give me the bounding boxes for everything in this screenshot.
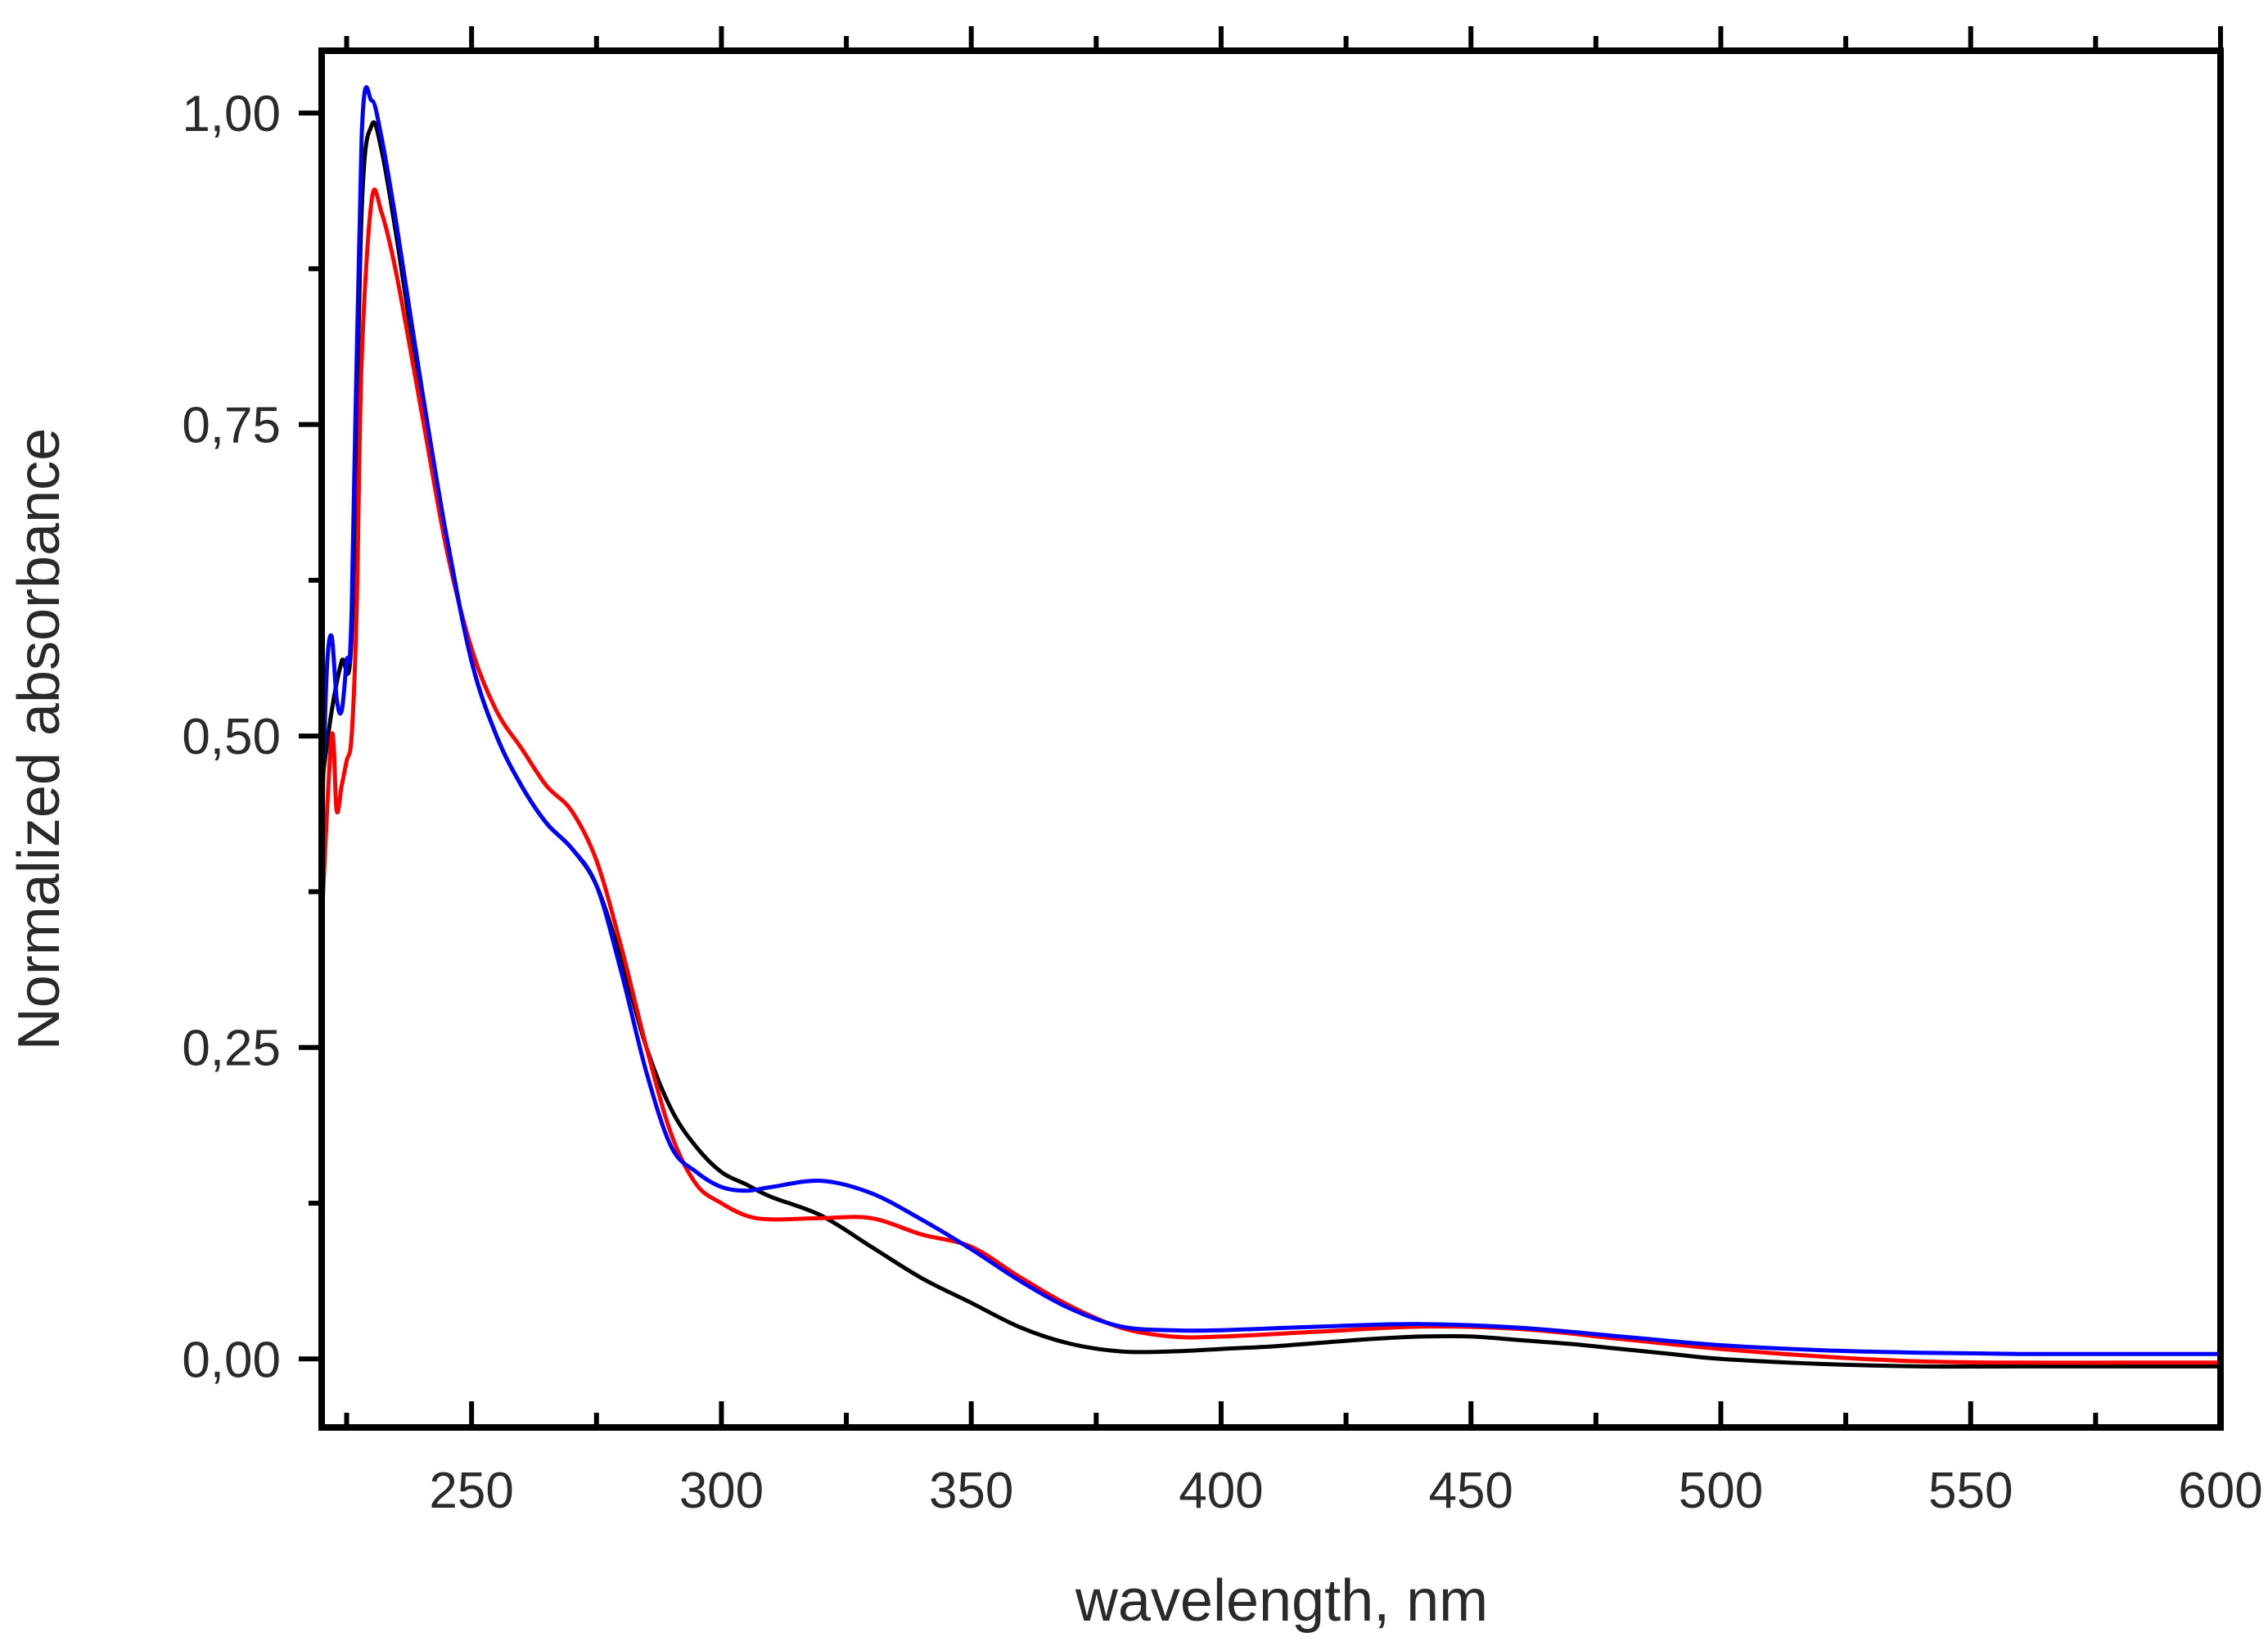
y-tick-label: 1,00	[182, 86, 281, 142]
x-tick-label: 250	[429, 1463, 513, 1519]
series-line-blue	[319, 85, 2223, 1356]
x-tick-label: 500	[1679, 1463, 1763, 1519]
x-tick-label: 450	[1428, 1463, 1513, 1519]
y-tick-label: 0,75	[182, 398, 281, 454]
plot-frame	[318, 47, 2224, 1431]
x-tick-label: 400	[1179, 1463, 1263, 1519]
label-layer: 250 300 350 400 450 500 550 600 0,00 0,25 0,50 0,75…	[182, 86, 2262, 1519]
x-tick-label: 350	[929, 1463, 1013, 1519]
y-tick-label: 0,00	[182, 1332, 281, 1388]
x-tick-label: 300	[679, 1463, 764, 1519]
x-axis-title: wavelength, nm	[1075, 1568, 1488, 1634]
y-axis-title: Normalized absorbance	[7, 428, 72, 1050]
x-tick-label: 600	[2178, 1463, 2262, 1519]
y-tick-label: 0,25	[182, 1021, 281, 1077]
y-tick-label: 0,50	[182, 709, 281, 765]
x-tick-label: 550	[1928, 1463, 2013, 1519]
series-layer	[319, 85, 2223, 1369]
